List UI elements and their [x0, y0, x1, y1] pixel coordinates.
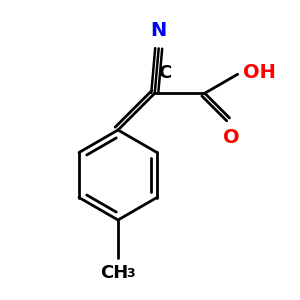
- Text: C: C: [158, 64, 171, 82]
- Text: O: O: [223, 128, 240, 147]
- Text: CH: CH: [100, 264, 128, 282]
- Text: 3: 3: [126, 267, 135, 280]
- Text: N: N: [151, 21, 167, 40]
- Text: OH: OH: [243, 63, 276, 82]
